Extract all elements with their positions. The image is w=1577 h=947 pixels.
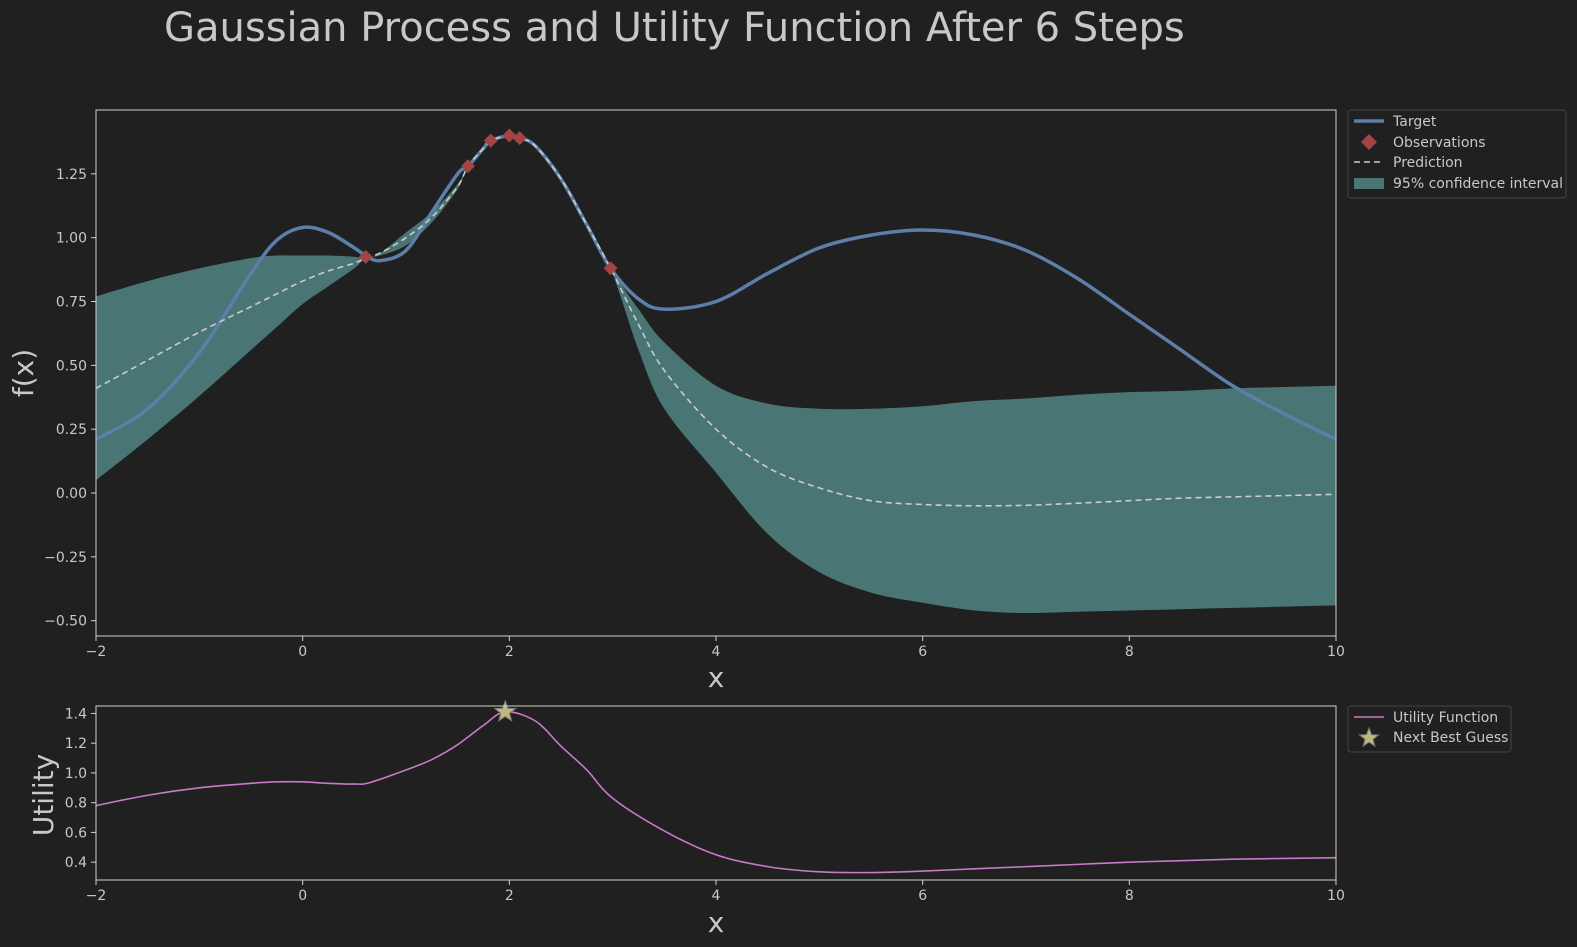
gp-plot-ylabel: f(x) [7,349,40,397]
legend-utility-label: Utility Function [1393,710,1498,726]
gp-ytick-label: 0.00 [56,486,87,502]
utility-xtick-label: −2 [86,888,107,904]
confidence-interval-band [96,135,1336,614]
gp-xtick-label: 2 [505,644,514,660]
utility-xtick-label: 2 [505,888,514,904]
observation-point [512,131,527,146]
utility-ytick-label: 1.0 [65,766,87,782]
gp-ytick-label: −0.25 [44,550,87,566]
utility-xtick-label: 4 [712,888,721,904]
observation-point [461,159,475,174]
gp-ytick-label: 0.50 [56,358,87,374]
gp-legend: Target Observations Prediction 95% confi… [1347,109,1567,199]
gp-plot-axes: −2 0 2 4 6 8 10 −0.50 −0.25 0.00 0.25 0.50 0.75 1.00 1… [44,167,1345,660]
gp-xtick-label: 10 [1327,644,1345,660]
utility-xtick-label: 10 [1327,888,1345,904]
gp-xtick-label: 6 [918,644,927,660]
utility-plot-xlabel: x [708,906,725,939]
prediction-line [95,134,1337,507]
gp-ytick-label: 0.75 [56,295,87,311]
utility-xtick-label: 0 [298,888,307,904]
gp-ytick-label: −0.50 [44,614,87,630]
utility-plot-ylabel: Utility [27,754,60,836]
gp-xtick-label: 4 [712,644,721,660]
utility-ytick-label: 0.4 [65,855,87,871]
utility-ytick-label: 0.8 [65,796,87,812]
legend-observations-label: Observations [1393,135,1486,151]
legend-next-guess-label: Next Best Guess [1393,730,1508,746]
legend-ci-label: 95% confidence interval [1393,176,1563,192]
observation-point [358,249,373,264]
utility-ytick-label: 1.2 [65,736,87,752]
utility-plot-data [95,699,1337,874]
legend-ci-swatch [1354,178,1384,189]
gp-plot: −2 0 2 4 6 8 10 −0.50 −0.25 0.00 0.25 0.50 0.75 1.00 1… [7,109,1345,694]
legend-observations-swatch [1361,134,1377,150]
figure-title: Gaussian Process and Utility Function Af… [164,5,1185,51]
gp-ytick-label: 1.25 [56,167,87,183]
utility-ytick-label: 0.6 [65,825,87,841]
observation-point [483,133,498,148]
utility-ytick-label: 1.4 [65,706,87,722]
gp-plot-data [95,128,1337,614]
observation-point [603,261,618,276]
next-best-guess-star [493,699,518,723]
utility-plot-axes: −2 0 2 4 6 8 10 0.4 0.6 0.8 1.0 1.2 1.4 [65,706,1345,904]
gp-ytick-label: 1.00 [56,231,87,247]
utility-legend: Utility Function Next Best Guess [1347,705,1512,753]
observation-point [502,128,517,143]
utility-line [95,711,1337,874]
utility-legend-box [1347,705,1512,753]
gp-legend-box [1347,109,1567,199]
gp-ytick-label: 0.25 [56,422,87,438]
legend-target-label: Target [1392,114,1437,130]
legend-next-guess-swatch [1358,726,1380,748]
gp-xtick-label: 0 [298,644,307,660]
utility-xtick-label: 6 [918,888,927,904]
gp-xtick-label: 8 [1125,644,1134,660]
gp-plot-xlabel: x [708,661,725,694]
gp-xtick-label: −2 [86,644,107,660]
legend-prediction-label: Prediction [1393,155,1463,171]
utility-xtick-label: 8 [1125,888,1134,904]
utility-plot: −2 0 2 4 6 8 10 0.4 0.6 0.8 1.0 1.2 1.4 x Utility [27,699,1345,939]
